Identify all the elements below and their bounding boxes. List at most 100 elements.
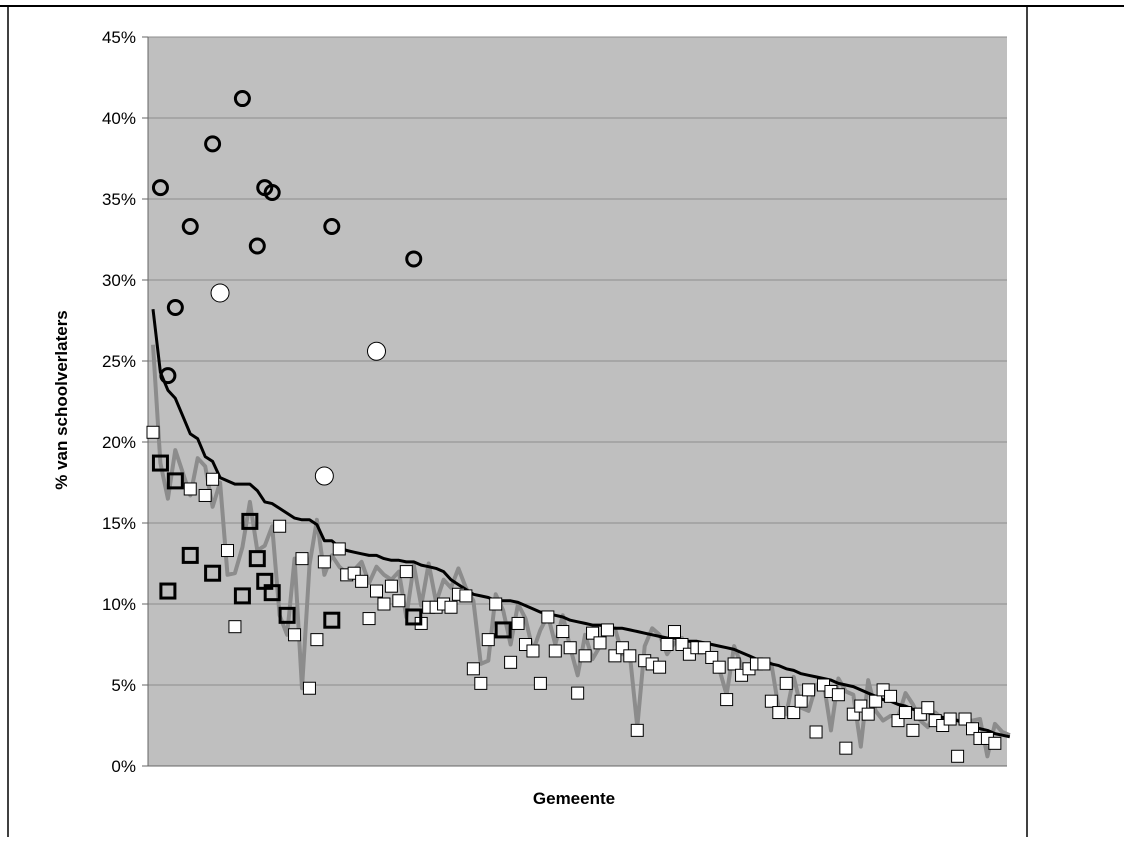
- open-square-marker: [399, 565, 413, 579]
- open-square-marker: [332, 542, 346, 556]
- open-square-marker: [794, 694, 808, 708]
- open-square-marker: [898, 706, 912, 720]
- open-square-marker: [317, 555, 331, 569]
- y-tick-label: 15%: [102, 514, 136, 533]
- y-tick-label: 0%: [111, 757, 136, 776]
- open-square-marker: [943, 712, 957, 726]
- bold-circle-marker: [204, 135, 222, 153]
- bold-square-marker: [323, 611, 341, 629]
- open-square-marker: [884, 689, 898, 703]
- open-square-marker: [504, 655, 518, 669]
- series-black-line: [151, 309, 1011, 739]
- open-square-marker: [787, 706, 801, 720]
- open-square-marker: [988, 736, 1002, 750]
- open-square-marker: [600, 623, 614, 637]
- open-square-marker: [660, 638, 674, 651]
- open-square-marker: [511, 616, 525, 630]
- open-square-marker: [444, 600, 458, 614]
- open-square-marker: [653, 660, 667, 674]
- bold-square-marker: [263, 584, 281, 602]
- open-square-marker: [273, 519, 287, 533]
- open-square-marker: [206, 472, 220, 486]
- x-axis-label: Gemeente: [533, 789, 615, 808]
- open-circle-marker: [210, 283, 230, 303]
- bold-square-marker: [166, 472, 184, 490]
- open-square-marker: [221, 544, 234, 558]
- open-square-marker: [727, 657, 741, 671]
- open-square-marker: [198, 488, 212, 502]
- open-square-marker: [586, 626, 600, 640]
- bold-circle-marker: [263, 184, 281, 202]
- open-square-marker: [958, 712, 972, 726]
- open-square-marker: [384, 579, 398, 593]
- plot-area: [148, 37, 1007, 766]
- open-square-marker: [288, 628, 302, 642]
- y-tick-label: 5%: [111, 676, 136, 695]
- open-square-marker: [630, 723, 644, 737]
- bold-square-marker: [278, 606, 296, 624]
- open-square-marker: [779, 676, 793, 690]
- open-square-marker: [705, 650, 719, 664]
- open-square-marker: [370, 584, 383, 598]
- open-square-marker: [712, 660, 726, 674]
- open-square-marker: [466, 662, 480, 676]
- open-square-marker: [310, 633, 324, 647]
- bold-circle-marker: [405, 250, 423, 268]
- open-square-marker: [459, 589, 473, 603]
- open-square-marker: [526, 644, 540, 658]
- open-circle-marker: [314, 466, 334, 486]
- y-tick-label: 20%: [102, 433, 136, 452]
- open-square-marker: [183, 482, 197, 496]
- bold-square-marker: [241, 512, 259, 530]
- y-tick-label: 40%: [102, 109, 136, 128]
- y-tick-label: 35%: [102, 190, 136, 209]
- open-square-marker: [548, 644, 562, 658]
- open-circle-marker: [367, 341, 386, 361]
- open-square-marker: [355, 574, 369, 588]
- bold-square-marker: [181, 546, 199, 564]
- open-square-marker: [764, 694, 778, 708]
- open-square-marker: [757, 657, 771, 671]
- gridlines: [148, 36, 1007, 686]
- open-square-marker: [228, 620, 242, 634]
- bold-circle-marker: [159, 367, 177, 385]
- open-square-marker: [556, 625, 570, 639]
- open-square-marker: [593, 636, 607, 650]
- open-square-marker: [861, 707, 875, 721]
- bold-square-marker: [151, 454, 169, 472]
- axes: [147, 37, 1007, 767]
- open-square-marker: [295, 552, 309, 566]
- y-tick-label: 30%: [102, 271, 136, 290]
- open-square-marker: [578, 649, 592, 663]
- open-square-marker: [481, 633, 495, 647]
- open-square-marker: [146, 425, 160, 439]
- bold-square-marker: [233, 587, 251, 605]
- open-square-marker: [489, 597, 503, 611]
- markers: [146, 90, 1002, 763]
- bold-circle-marker: [233, 90, 251, 108]
- bold-circle-marker: [181, 218, 199, 236]
- open-square-marker: [302, 681, 316, 695]
- bold-circle-marker: [323, 218, 341, 236]
- bold-circle-marker: [248, 237, 266, 255]
- bold-square-marker: [248, 550, 266, 568]
- open-square-marker: [675, 638, 689, 651]
- bold-circle-marker: [166, 299, 184, 317]
- open-square-marker: [392, 594, 406, 608]
- open-square-marker: [541, 610, 555, 624]
- y-axis-label: % van schoolverlaters: [52, 310, 71, 490]
- open-square-marker: [533, 676, 547, 690]
- open-square-marker: [474, 676, 488, 690]
- open-square-marker: [951, 749, 965, 763]
- open-square-marker: [809, 725, 823, 739]
- open-square-marker: [966, 722, 979, 736]
- open-square-marker: [839, 741, 853, 755]
- open-square-marker: [362, 612, 376, 626]
- y-axis-ticks: 0% 5% 10% 15% 20% 25% 30% 35% 40% 45%: [102, 28, 148, 776]
- bold-square-marker: [204, 564, 222, 582]
- open-square-marker: [697, 641, 711, 655]
- y-tick-label: 10%: [102, 595, 136, 614]
- y-tick-label: 45%: [102, 28, 136, 47]
